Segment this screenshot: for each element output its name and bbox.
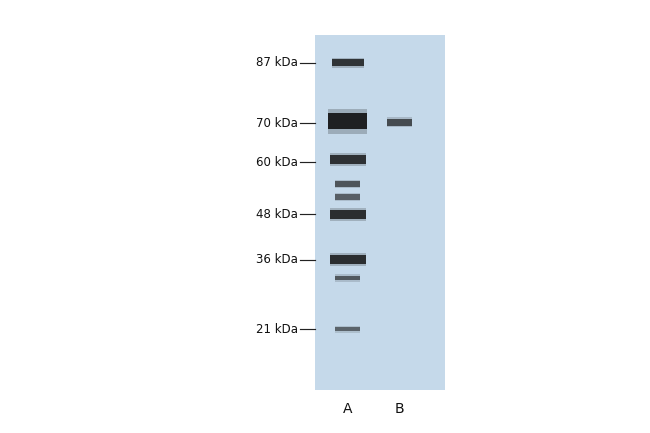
Bar (330, 255, 366, 264)
Bar (328, 109, 367, 133)
Bar (330, 210, 366, 219)
Bar (387, 119, 412, 126)
Bar (335, 181, 360, 187)
Text: 60 kDa: 60 kDa (256, 156, 298, 169)
Bar (330, 253, 366, 266)
Bar (387, 117, 412, 127)
Bar (328, 113, 367, 129)
Bar (335, 180, 360, 188)
Text: 48 kDa: 48 kDa (256, 208, 298, 221)
Text: 70 kDa: 70 kDa (256, 117, 298, 130)
Bar (315, 35, 445, 390)
Bar (330, 155, 366, 164)
Text: A: A (343, 402, 352, 416)
Bar (330, 153, 366, 166)
Bar (335, 326, 360, 333)
Text: B: B (395, 402, 404, 416)
Bar (335, 276, 360, 281)
Bar (332, 59, 364, 66)
Bar (335, 194, 360, 200)
Bar (335, 193, 360, 201)
Text: 87 kDa: 87 kDa (256, 56, 298, 69)
Bar (335, 275, 360, 281)
Bar (332, 58, 364, 68)
Bar (330, 208, 366, 221)
Text: 21 kDa: 21 kDa (255, 323, 298, 336)
Bar (335, 326, 360, 332)
Text: 36 kDa: 36 kDa (256, 253, 298, 266)
